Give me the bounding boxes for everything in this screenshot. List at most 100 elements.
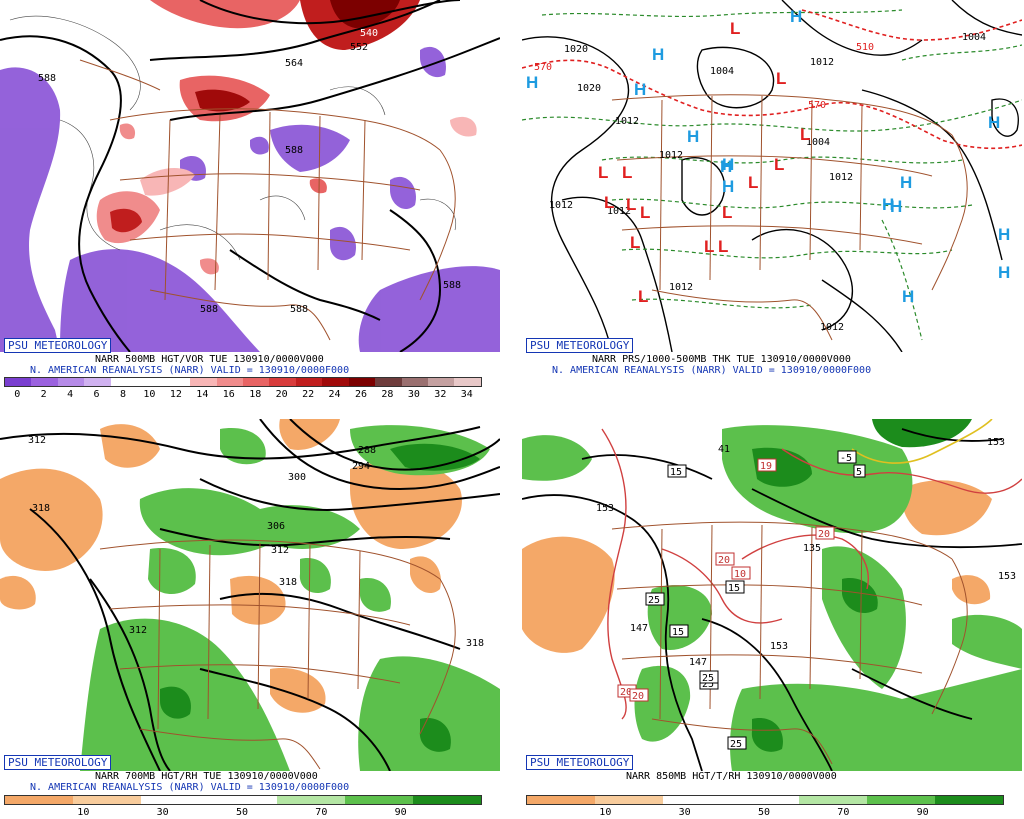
svg-text:20: 20 — [718, 555, 730, 566]
svg-text:1020: 1020 — [577, 83, 601, 94]
high-pressure-marker: H — [902, 287, 914, 306]
low-pressure-marker: L — [598, 163, 608, 182]
temperature-label-box: 20 — [629, 688, 649, 702]
low-pressure-marker: L — [626, 195, 636, 214]
low-pressure-marker: L — [776, 69, 786, 88]
svg-text:300: 300 — [288, 472, 306, 483]
colorbar-tick-label: 24 — [328, 389, 341, 400]
colorbar-swatch — [57, 378, 85, 386]
colorbar-swatch — [190, 378, 217, 386]
svg-text:1012: 1012 — [820, 322, 844, 333]
map-valid-caption: N. AMERICAN REANALYSIS (NARR) VALID = 13… — [30, 365, 350, 376]
svg-text:25: 25 — [702, 679, 714, 690]
colorbar-tick-label: 14 — [196, 389, 209, 400]
colorbar-swatch — [163, 378, 191, 386]
svg-text:153: 153 — [596, 503, 614, 514]
panel-850mb-temperature-rh: 153 153 147 147 153 153 41 135 15 15 15 25 2… — [522, 419, 1022, 819]
colorbar-tick-label: 20 — [275, 389, 288, 400]
temperature-label-box: 25 — [699, 670, 719, 684]
moist-shading — [80, 425, 500, 771]
colorbar-swatch — [663, 796, 731, 804]
low-pressure-marker: L — [622, 163, 632, 182]
temperature-label-box: 19 — [757, 458, 777, 472]
psu-meteorology-badge: PSU METEOROLOGY — [526, 338, 634, 353]
colorbar-swatch — [731, 796, 799, 804]
low-pressure-marker: L — [640, 203, 650, 222]
isobars — [522, 0, 1022, 352]
freezing-isotherm — [851, 419, 993, 464]
map-caption: NARR PRS/1000-500MB THK TUE 130910/0000V… — [592, 354, 851, 365]
colorbar-tick-label: 6 — [93, 389, 100, 400]
colorbar-swatch — [527, 796, 595, 804]
svg-text:570: 570 — [534, 62, 552, 73]
isobar-labels: 1020 1020 1004 1012 1012 1012 1012 1012 … — [549, 32, 986, 333]
svg-text:588: 588 — [290, 304, 308, 315]
height-contours — [0, 419, 500, 771]
svg-text:25: 25 — [730, 739, 742, 750]
svg-text:153: 153 — [987, 437, 1005, 448]
colorbar-swatch — [242, 378, 270, 386]
svg-text:1004: 1004 — [710, 66, 734, 77]
colorbar-tick-label: 90 — [394, 807, 407, 818]
panel-700mb-rh: 312 318 288 294 300 306 312 318 312 318 … — [0, 419, 500, 819]
svg-text:41: 41 — [718, 444, 730, 455]
colorbar-swatch — [141, 796, 209, 804]
colorbar-swatch — [595, 796, 663, 804]
colorbar-tick-label: 50 — [757, 807, 771, 818]
high-pressure-marker: H — [634, 80, 646, 99]
svg-text:306: 306 — [267, 521, 285, 532]
svg-text:15: 15 — [670, 467, 682, 478]
svg-text:20: 20 — [620, 687, 632, 698]
svg-text:294: 294 — [352, 461, 370, 472]
svg-text:312: 312 — [129, 625, 147, 636]
colorbar-swatch — [345, 796, 413, 804]
high-pressure-marker: H — [998, 263, 1010, 282]
political-boundaries — [99, 539, 456, 770]
high-pressure-marker: H — [890, 197, 902, 216]
svg-text:1012: 1012 — [549, 200, 573, 211]
svg-text:5: 5 — [856, 467, 862, 478]
colorbar-swatch — [216, 378, 243, 386]
map-caption: NARR 700MB HGT/RH TUE 130910/0000V000 — [95, 771, 318, 782]
low-pressure-marker: L — [774, 155, 784, 174]
svg-text:147: 147 — [689, 657, 707, 668]
temperature-label-box: 25 — [727, 736, 747, 750]
high-pressure-marker: H — [526, 73, 538, 92]
svg-text:552: 552 — [350, 42, 368, 53]
height-contours — [0, 0, 500, 352]
saturated-shading — [160, 443, 480, 752]
colorbar-swatch — [295, 378, 323, 386]
low-pressure-marker: L — [800, 125, 810, 144]
svg-text:1004: 1004 — [806, 137, 830, 148]
height-labels: 153 153 147 147 153 153 41 135 — [596, 437, 1016, 668]
svg-text:1012: 1012 — [659, 150, 683, 161]
svg-text:1004: 1004 — [962, 32, 986, 43]
colorbar-tick-label: 30 — [156, 807, 169, 818]
low-pressure-marker: L — [704, 237, 714, 256]
high-pressure-marker: H — [998, 225, 1010, 244]
map-caption: NARR 850MB HGT/T/RH 130910/0000V000 — [626, 771, 837, 782]
colorbar-tick-label: 90 — [916, 807, 929, 818]
high-pressure-marker: H — [790, 7, 802, 26]
svg-text:510: 510 — [856, 42, 874, 53]
dry-shading — [522, 480, 992, 653]
temperature-label-box: 10 — [731, 566, 751, 580]
low-pressure-marker: L — [722, 203, 732, 222]
svg-text:25: 25 — [702, 673, 714, 684]
colorbar-swatch — [413, 796, 481, 804]
svg-text:20: 20 — [632, 691, 644, 702]
colorbar-tick-label: 70 — [837, 807, 850, 818]
colorbar-tick-label: 12 — [169, 389, 182, 400]
high-pressure-marker: H — [882, 195, 894, 214]
colorbar-tick-label: 30 — [407, 389, 420, 400]
rh-colorbar-ticks: 10 30 50 70 90 — [4, 807, 480, 819]
colorbar-swatch — [110, 378, 138, 386]
colorbar-tick-label: 2 — [40, 389, 47, 400]
colorbar-tick-label: 0 — [14, 389, 21, 400]
colorbar-swatch — [5, 378, 32, 386]
high-pressure-marker: H — [652, 45, 664, 64]
svg-text:15: 15 — [672, 627, 684, 638]
temperature-label-box: 15 — [667, 464, 687, 478]
